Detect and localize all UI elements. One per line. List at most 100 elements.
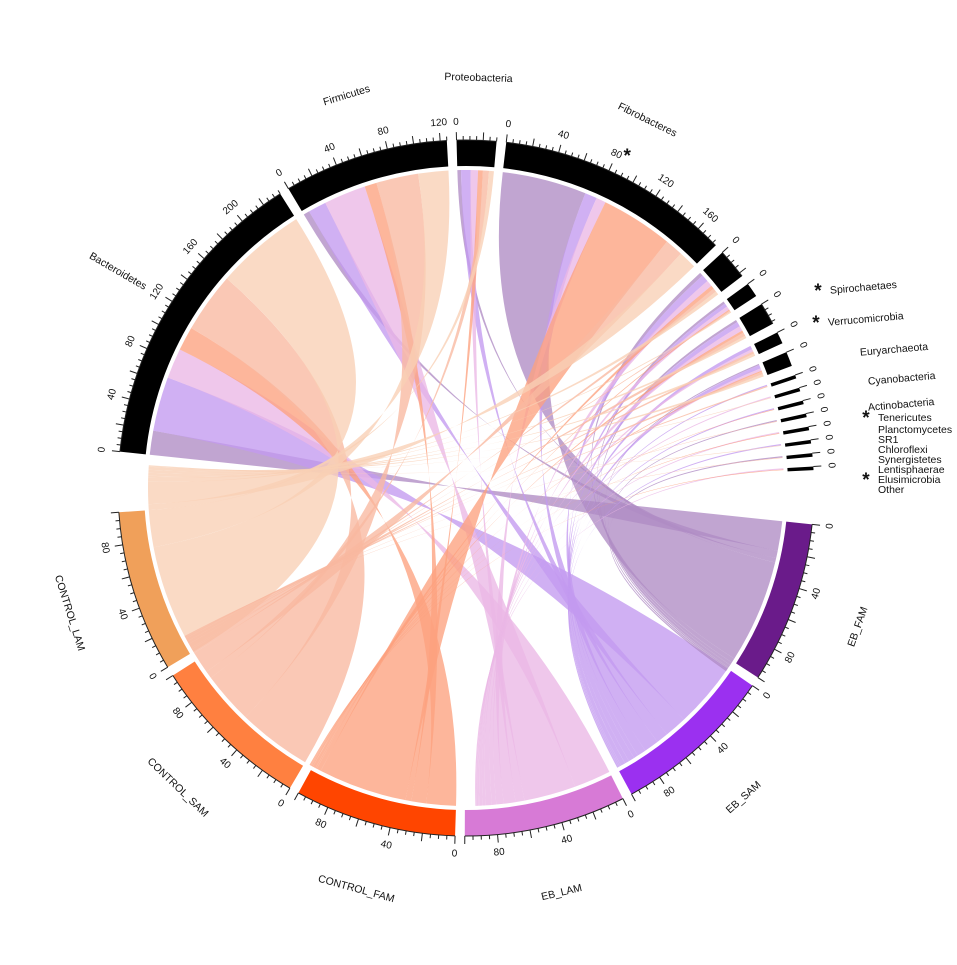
- tick-mark: [204, 720, 208, 725]
- tick-mark: [224, 231, 228, 235]
- sector-ticks-eb_fam: [757, 523, 821, 683]
- sector-label-actinobacteria: Actinobacteria: [867, 396, 934, 414]
- tick-label: 80: [123, 334, 138, 349]
- tick-mark: [193, 708, 198, 712]
- tick-mark: [600, 808, 603, 813]
- sector-name: Euryarchaeota: [859, 341, 928, 359]
- sector-arc-sr1: [777, 400, 804, 411]
- sector-arc-tenericutes: [770, 374, 797, 387]
- tick-mark: [353, 154, 356, 159]
- tick-mark: [117, 536, 122, 538]
- tick-mark: [799, 588, 807, 592]
- tick-mark: [148, 334, 153, 337]
- tick-mark: [333, 810, 336, 815]
- tick-mark: [732, 711, 740, 718]
- tick-mark: [159, 659, 164, 663]
- tick-mark: [253, 765, 257, 769]
- tick-mark: [757, 677, 765, 683]
- sector-arc-elusimicrobia: [786, 453, 813, 460]
- tick-mark: [332, 157, 337, 166]
- tick-mark: [151, 320, 159, 326]
- tick-label: 0: [823, 434, 835, 441]
- significance-star-icon: *: [814, 281, 822, 302]
- tick-mark: [811, 532, 816, 534]
- chord-link-bacteroidetes-control_lam: [153, 219, 356, 652]
- tick-mark: [569, 820, 572, 825]
- tick-mark: [405, 141, 408, 146]
- tick-mark: [721, 246, 729, 253]
- tick-mark: [132, 599, 137, 603]
- significance-star-icon: *: [624, 146, 632, 167]
- chord-link-bacteroidetes-eb_lam: [167, 349, 610, 787]
- chord-link-firmicutes-control_lam: [148, 170, 450, 548]
- tick-mark: [315, 169, 319, 174]
- sector-name: SR1: [878, 434, 899, 446]
- sector-name: Bacteroidetes: [87, 250, 149, 293]
- tick-mark: [192, 266, 196, 270]
- tick-label: 0: [825, 462, 836, 469]
- tick-mark: [677, 205, 683, 213]
- tick-mark: [561, 822, 565, 831]
- tick-mark: [796, 595, 801, 599]
- tick-label: 40: [715, 741, 731, 757]
- tick-mark: [197, 253, 205, 260]
- chord-link-bacteroidetes-control_sam: [191, 278, 365, 763]
- tick-label: 0: [452, 848, 458, 859]
- sector-name: Verrucomicrobia: [827, 310, 904, 329]
- tick-label: 0: [96, 446, 108, 453]
- tick-axis: [757, 524, 813, 678]
- tick-mark: [271, 193, 275, 198]
- tick-mark: [649, 189, 653, 193]
- tick-mark: [129, 384, 134, 387]
- tick-mark: [781, 634, 786, 637]
- tick-mark: [324, 807, 329, 815]
- tick-mark: [277, 190, 281, 195]
- sector-arc-control_sam: [172, 661, 304, 789]
- tick-mark: [111, 450, 120, 453]
- tick-mark: [809, 540, 815, 542]
- sector-ticks-bacteroidetes: [111, 190, 281, 453]
- tick-mark: [659, 776, 665, 785]
- tick-mark: [249, 209, 254, 214]
- sector-label-euryarchaeota: Euryarchaeota: [859, 341, 928, 359]
- tick-mark: [521, 831, 524, 836]
- sector-ticks-spirochaetaes: [721, 246, 747, 277]
- tick-mark: [122, 410, 127, 413]
- tick-mark: [564, 150, 567, 155]
- chord-link-euryarchaeota-control_sam: [188, 332, 746, 648]
- sector-arc-eb_sam: [619, 670, 753, 795]
- tick-mark: [682, 212, 686, 217]
- tick-mark: [786, 348, 794, 353]
- tick-mark: [614, 169, 618, 174]
- tick-mark: [340, 158, 344, 163]
- tick-mark: [805, 411, 814, 415]
- sector-ticks-control_sam: [165, 675, 291, 796]
- tick-mark: [553, 824, 556, 829]
- tick-mark: [672, 767, 676, 772]
- tick-mark: [525, 141, 528, 146]
- tick-label: 0: [146, 671, 159, 682]
- sector-arc-synergistetes: [782, 426, 810, 435]
- tick-mark: [123, 404, 129, 407]
- sector-ticks-control_fam: [294, 792, 456, 844]
- sector-arc-proteobacteria: [456, 140, 497, 168]
- tick-mark: [761, 299, 769, 305]
- tick-mark: [439, 132, 441, 141]
- tick-mark: [644, 185, 647, 190]
- tick-mark: [341, 813, 344, 818]
- tick-mark: [537, 828, 540, 833]
- tick-label: 120: [430, 117, 448, 129]
- tick-mark: [110, 511, 119, 514]
- sector-arc-control_fam: [298, 770, 456, 836]
- tick-axis: [464, 798, 624, 837]
- tick-mark: [592, 811, 597, 820]
- tick-label: 0: [817, 406, 829, 414]
- tick-mark: [808, 424, 817, 428]
- tick-mark: [665, 772, 670, 777]
- tick-mark: [761, 670, 766, 674]
- tick-mark: [807, 556, 816, 559]
- tick-mark: [793, 603, 798, 606]
- tick-mark: [379, 146, 382, 151]
- tick-mark: [165, 304, 169, 308]
- tick-mark: [303, 796, 307, 801]
